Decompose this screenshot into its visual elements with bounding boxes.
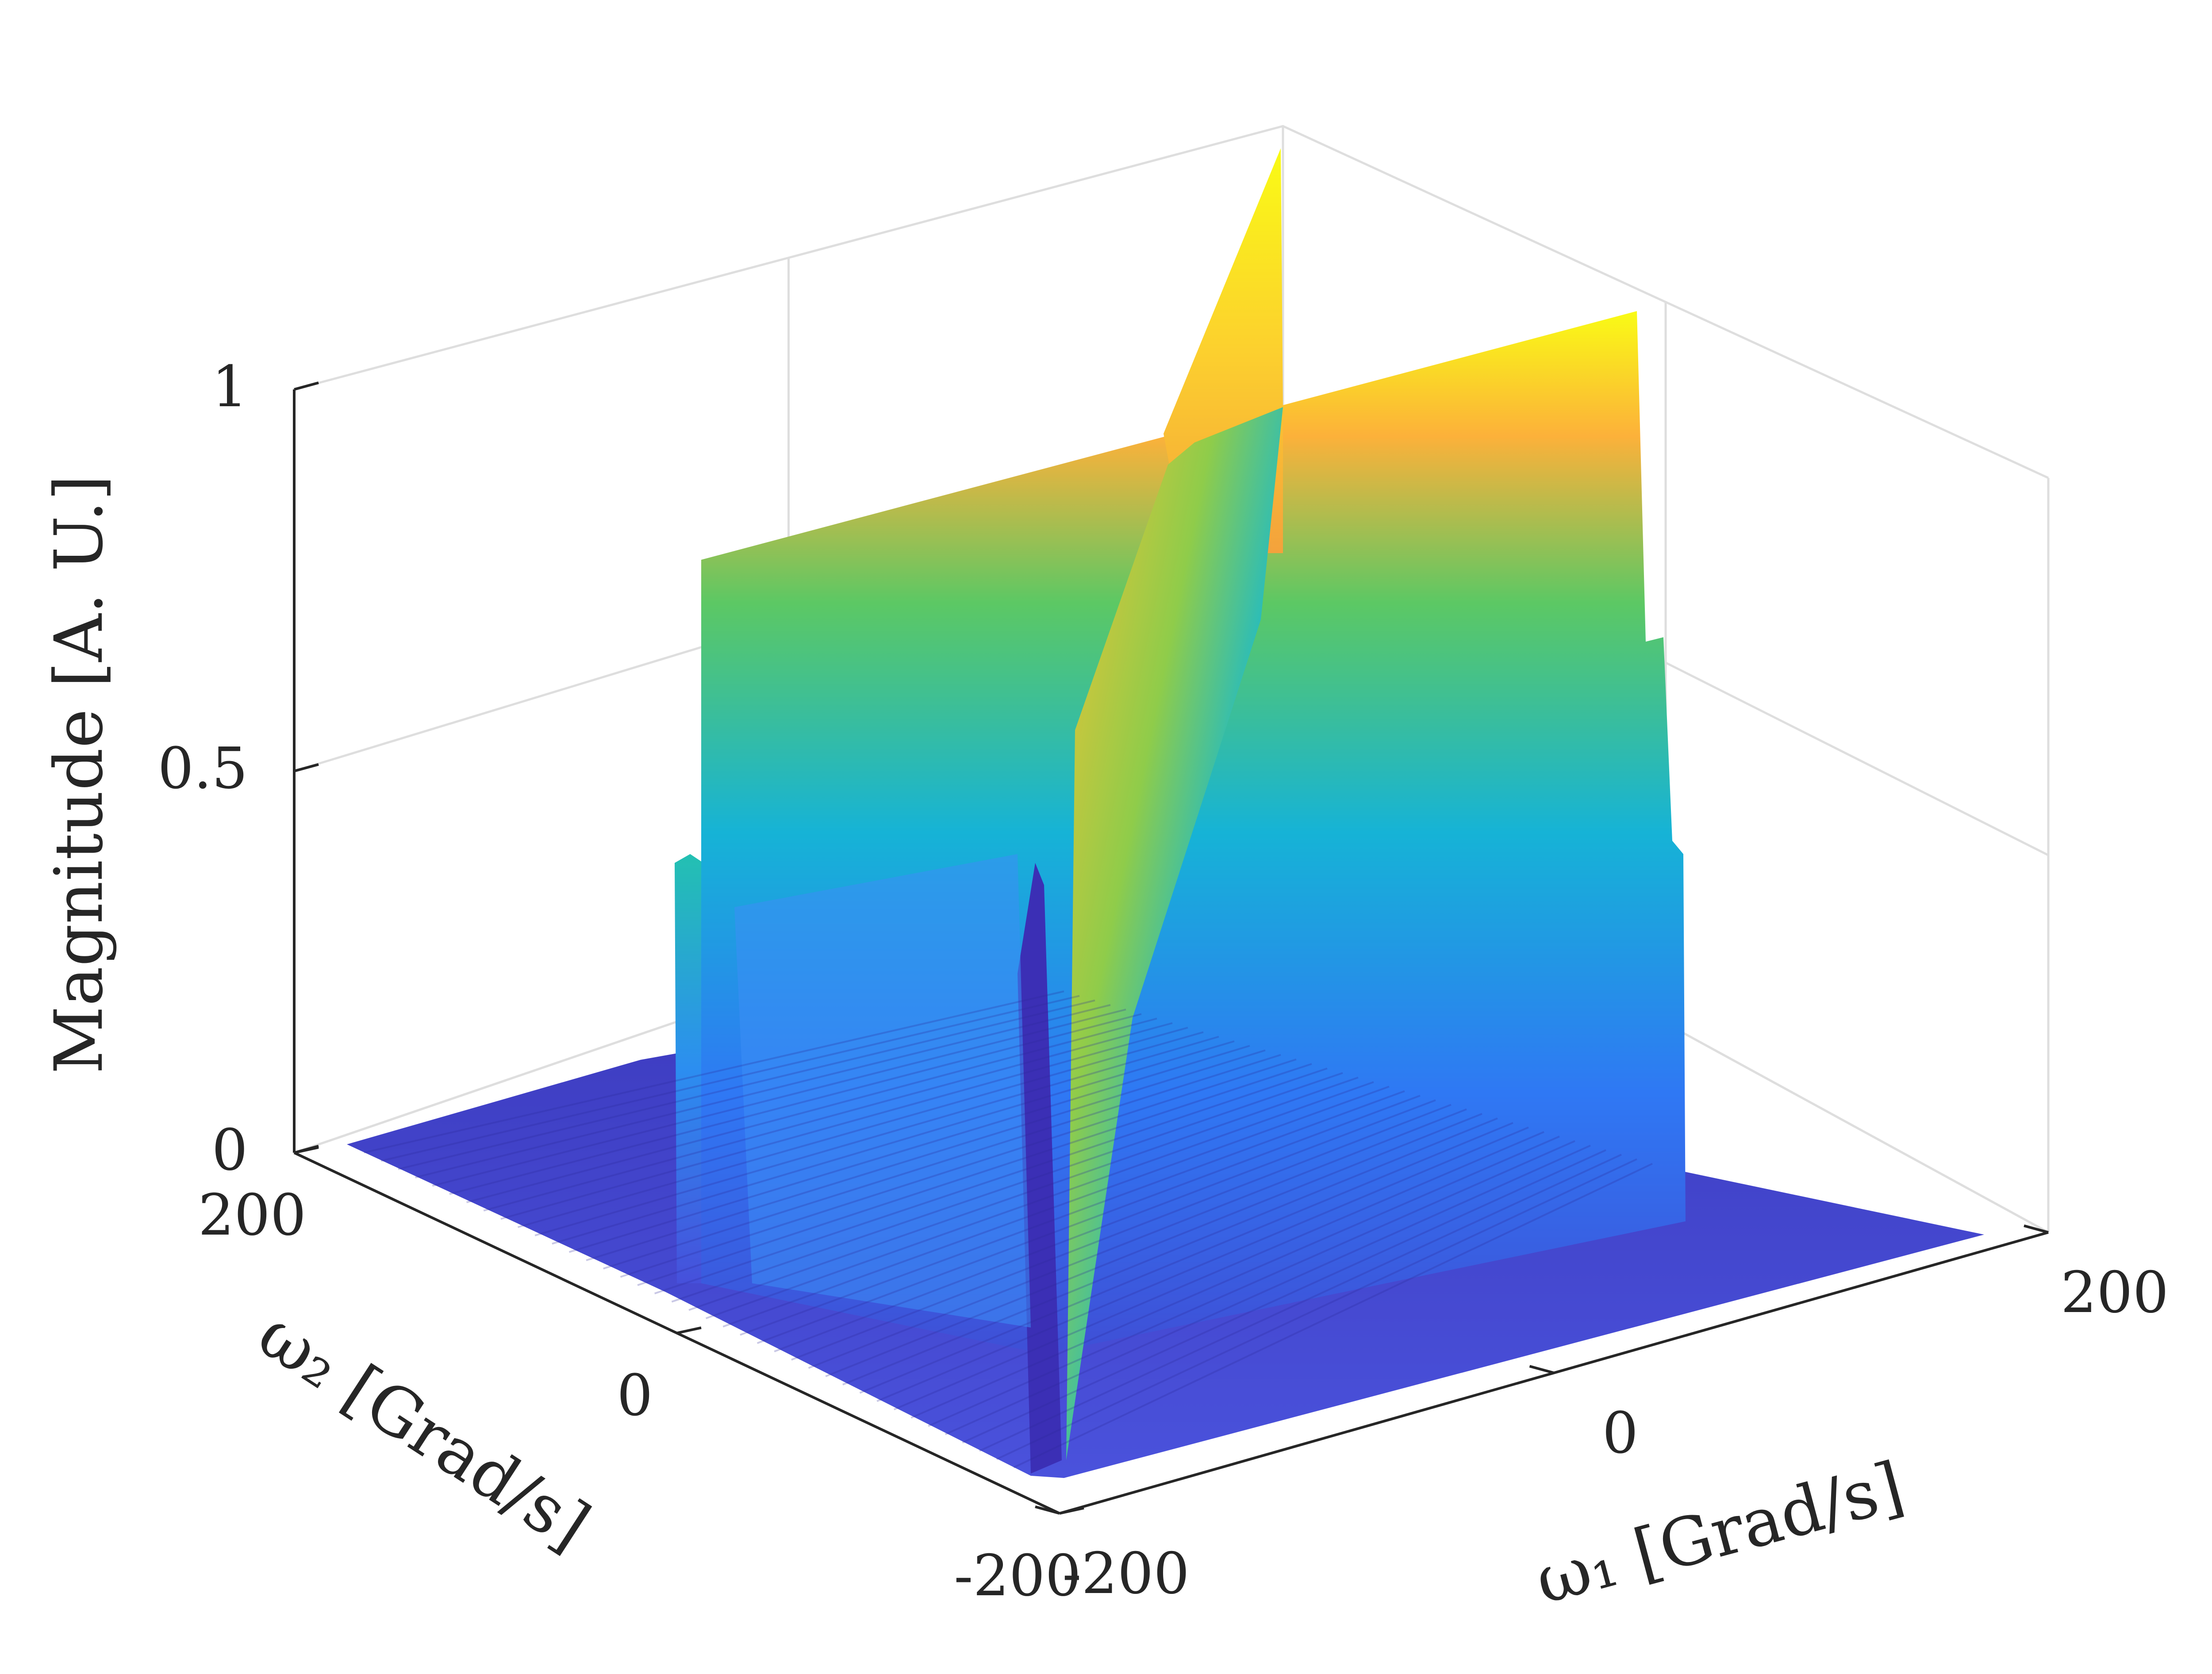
y-tick-label: 200 (198, 1182, 306, 1248)
z-tick-1 (294, 763, 319, 773)
mesh-row (500, 1027, 1188, 1220)
mesh-row (705, 1081, 1374, 1320)
mesh-row (791, 1104, 1452, 1361)
inner-channel (734, 854, 1031, 1328)
z-tick-label: 0 (212, 1117, 248, 1183)
mesh-row (962, 1149, 1606, 1443)
mesh-row (517, 1031, 1204, 1228)
y-axis-label: ω₂ [Grad/s] (245, 1295, 603, 1565)
x-tick-label: 200 (2061, 1260, 2169, 1326)
mesh-row (415, 1004, 1111, 1178)
y-tick-label: -200 (954, 1543, 1081, 1609)
mesh-row (586, 1049, 1266, 1262)
mesh-row (722, 1085, 1390, 1328)
left-wall (675, 854, 703, 1283)
mesh-row (1013, 1162, 1653, 1469)
mesh-row (380, 995, 1080, 1162)
mesh-row (894, 1131, 1544, 1411)
ridge-front (1066, 407, 1283, 1460)
mesh-row (603, 1054, 1281, 1270)
y-tick-0 (1059, 1507, 1084, 1515)
x-tick-label: -200 (1062, 1541, 1190, 1607)
z-tick-2 (294, 381, 319, 391)
y-tick-1 (676, 1326, 702, 1335)
z-tick-label: 1 (212, 354, 248, 420)
z-gridline-2 (294, 125, 2049, 479)
mesh-row (671, 1072, 1343, 1303)
x-tick-1 (1529, 1365, 1555, 1374)
z-tick-label: 0.5 (157, 736, 248, 802)
x-axis-label: ω₁ [Grad/s] (1528, 1447, 1912, 1620)
mesh-row (620, 1058, 1297, 1278)
x-tick-2 (2024, 1224, 2049, 1234)
mesh-row (808, 1108, 1467, 1369)
mesh-row (757, 1095, 1421, 1344)
mesh-row (996, 1158, 1637, 1460)
x-tick-label: 0 (1602, 1401, 1638, 1466)
y-tick-2 (294, 1146, 319, 1154)
mesh-row (859, 1122, 1513, 1394)
mesh-row (432, 1008, 1126, 1187)
mesh-row (654, 1067, 1328, 1294)
mesh-row (552, 1040, 1235, 1245)
mesh-row (534, 1035, 1219, 1236)
mesh-row (979, 1154, 1622, 1452)
mesh-row (483, 1022, 1173, 1212)
mesh-row (637, 1063, 1312, 1286)
mesh-row (740, 1090, 1405, 1336)
mesh-row (398, 999, 1095, 1170)
x-tick-0 (1035, 1505, 1060, 1515)
mesh-row (688, 1077, 1359, 1311)
mesh-row (842, 1117, 1498, 1385)
mesh-row (876, 1126, 1529, 1402)
mesh-row (945, 1144, 1591, 1435)
mesh-row (910, 1135, 1560, 1419)
y-tick-label: 0 (617, 1363, 653, 1429)
mesh-row (774, 1099, 1436, 1352)
mesh-row (466, 1017, 1157, 1204)
surface (347, 148, 1984, 1478)
z-axis-label: Magnitude [A. U.] (41, 475, 118, 1074)
mesh-row (568, 1045, 1250, 1253)
mesh-row (825, 1113, 1482, 1378)
mesh-row (928, 1140, 1575, 1427)
mesh-row (364, 990, 1064, 1154)
mesh-row (449, 1013, 1142, 1195)
